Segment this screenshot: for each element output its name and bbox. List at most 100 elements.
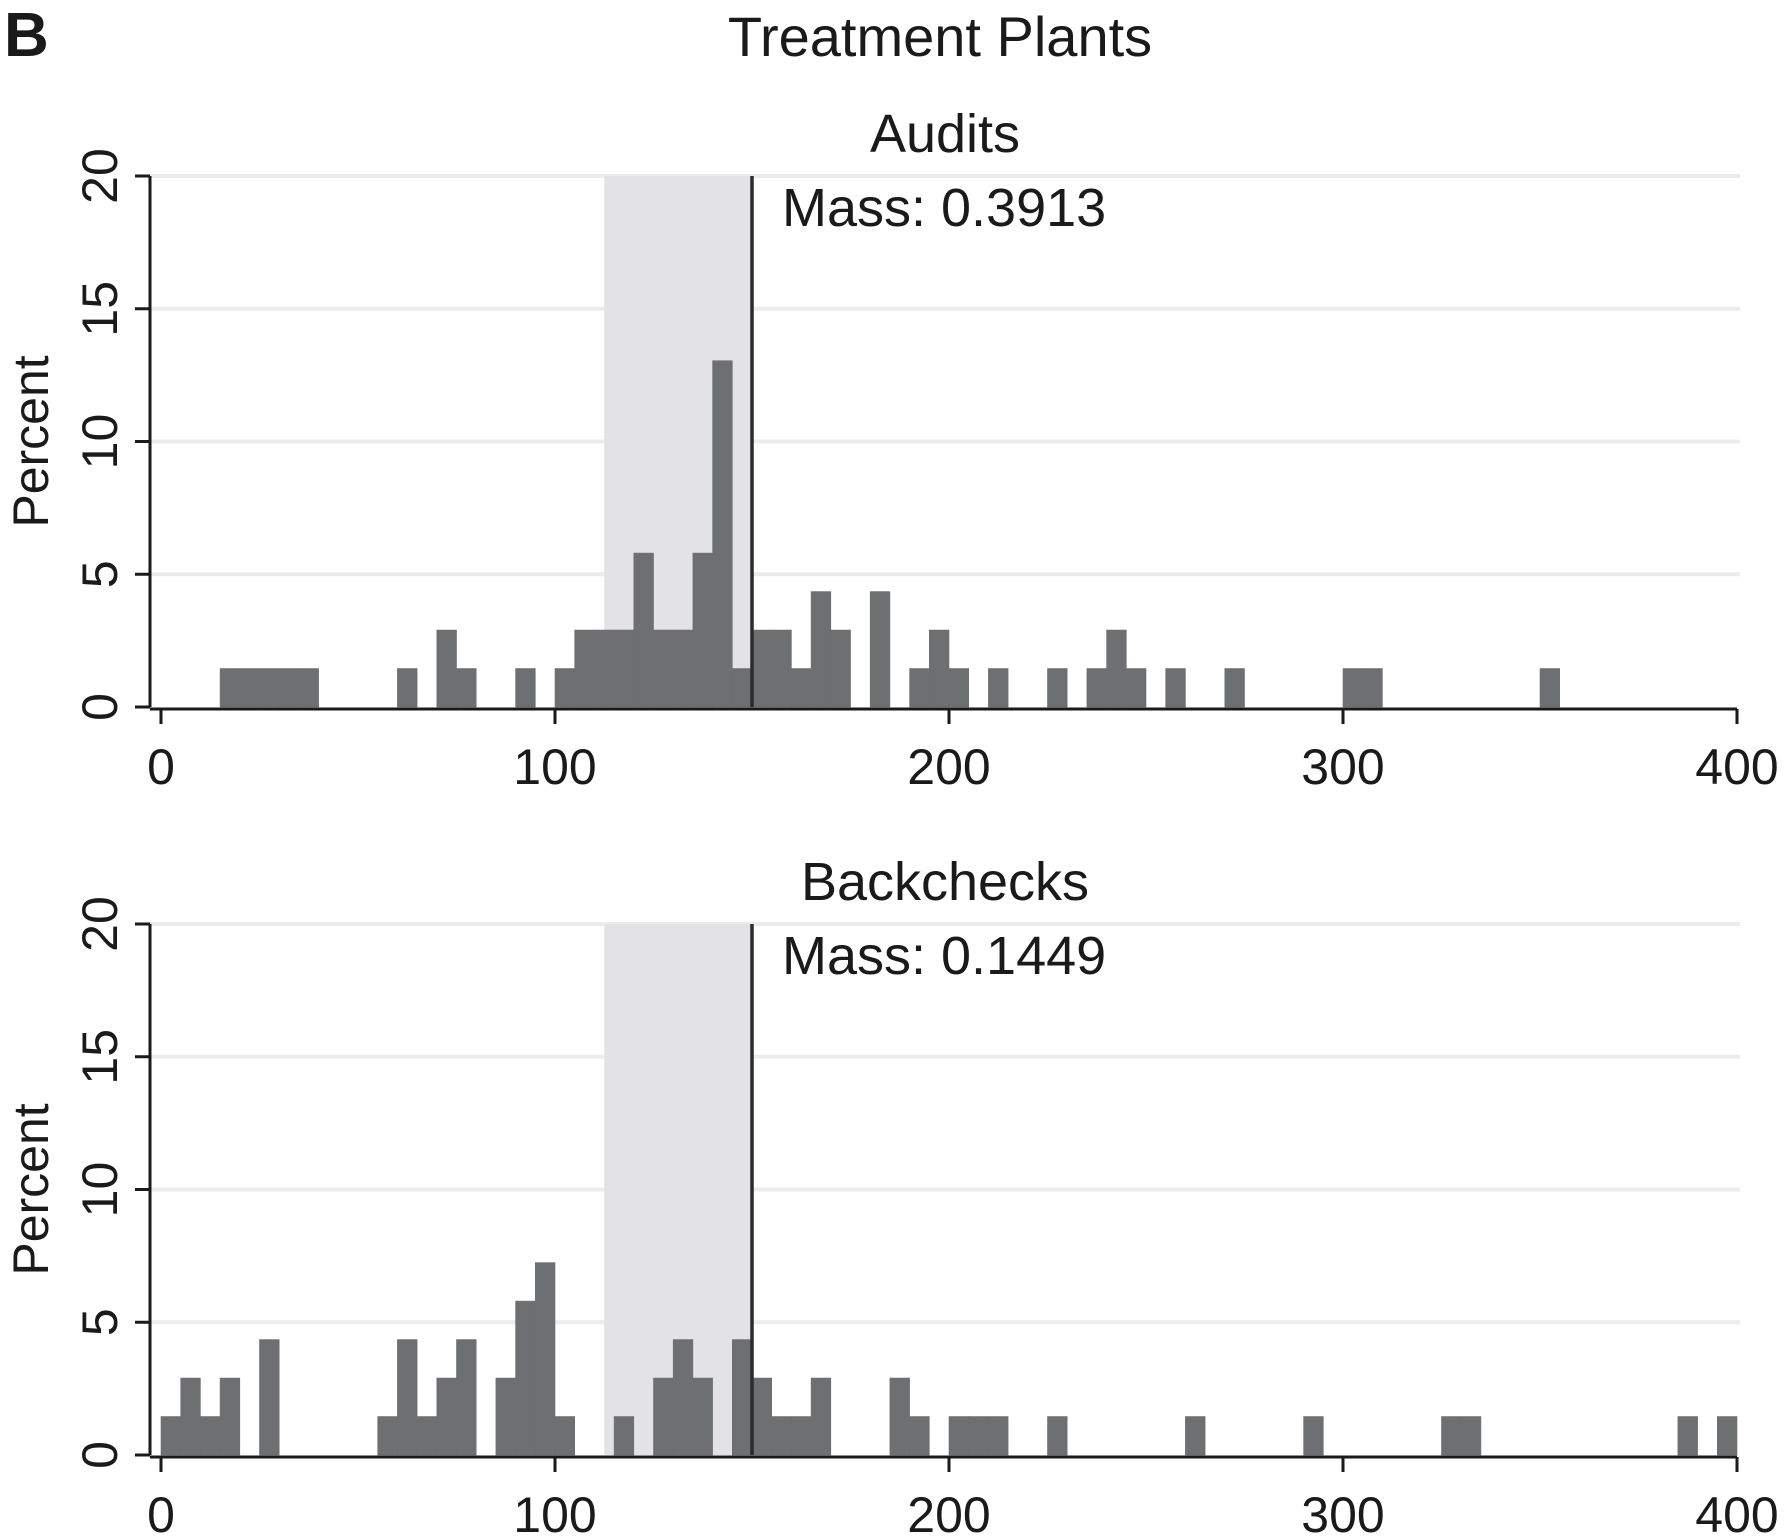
histogram-bar — [791, 668, 812, 708]
histogram-bar — [1303, 1416, 1324, 1456]
panel-title: Audits — [870, 104, 1020, 164]
histogram-bar — [259, 668, 280, 708]
histogram-bar — [869, 591, 891, 708]
histogram-bar — [515, 1300, 536, 1456]
histogram-bar — [1717, 1416, 1738, 1456]
histogram-bar — [436, 629, 457, 708]
histogram-bar — [200, 1416, 221, 1456]
mass-annotation: Mass: 0.3913 — [782, 178, 1106, 238]
histogram-bar — [397, 1339, 418, 1456]
histogram-bar — [1342, 668, 1364, 708]
histogram-bar — [692, 552, 713, 708]
histogram-bar — [1086, 668, 1107, 708]
histogram-bar — [416, 1416, 438, 1456]
histogram-bar — [712, 360, 733, 708]
histogram-bar — [830, 629, 851, 708]
y-axis-label: Percent — [3, 355, 59, 527]
histogram-bar — [988, 668, 1009, 708]
x-tick-label: 400 — [1695, 1487, 1778, 1540]
histogram-bar — [810, 591, 832, 708]
histogram-bar — [1106, 629, 1127, 708]
histogram-bar — [1677, 1416, 1698, 1456]
histogram-bar — [751, 1377, 773, 1456]
histogram-bar — [948, 1416, 970, 1456]
x-tick-label: 300 — [1301, 1487, 1384, 1540]
histogram-bar — [1224, 668, 1245, 708]
histogram-bar — [515, 668, 536, 708]
histogram-bar — [554, 1416, 576, 1456]
x-tick-label: 100 — [513, 739, 596, 795]
y-tick-label: 10 — [72, 1162, 128, 1218]
histogram-bar — [1441, 1416, 1462, 1456]
panel-letter: B — [4, 1, 49, 70]
histogram-bar — [495, 1377, 516, 1456]
histogram-bar — [948, 668, 970, 708]
histogram-bar — [298, 668, 319, 708]
x-tick-label: 0 — [147, 739, 175, 795]
x-tick-label: 400 — [1695, 739, 1778, 795]
figure-title: Treatment Plants — [727, 5, 1153, 68]
histogram-bar — [554, 668, 576, 708]
histogram-bar — [731, 1339, 753, 1456]
histogram-bar — [1362, 668, 1383, 708]
histogram-bar — [436, 1377, 457, 1456]
histogram-bar — [613, 629, 635, 708]
histogram-bar — [219, 1377, 241, 1456]
histogram-bar — [889, 1377, 910, 1456]
histogram-bar — [259, 1339, 280, 1456]
y-tick-label: 15 — [72, 281, 128, 337]
y-tick-label: 15 — [72, 1029, 128, 1085]
histogram-bar — [1047, 1416, 1068, 1456]
histogram-bar — [160, 1416, 182, 1456]
x-tick-label: 0 — [147, 1487, 175, 1540]
panel-title: Backchecks — [801, 852, 1089, 912]
histogram-bar — [278, 668, 300, 708]
x-tick-label: 200 — [907, 739, 990, 795]
histogram-bar — [456, 668, 477, 708]
x-tick-label: 100 — [513, 1487, 596, 1540]
histogram-bar — [1460, 1416, 1482, 1456]
histogram-bar — [909, 1416, 930, 1456]
histogram-bar — [731, 668, 753, 708]
histogram-bar — [751, 629, 773, 708]
histogram-bar — [771, 1416, 792, 1456]
histogram-bar — [613, 1416, 635, 1456]
histogram-bar — [1185, 1416, 1206, 1456]
histogram-bar — [534, 1262, 556, 1456]
y-tick-label: 20 — [72, 148, 128, 204]
y-tick-label: 0 — [72, 1441, 128, 1469]
histogram-bar — [928, 629, 950, 708]
histogram-bar — [771, 629, 792, 708]
histogram-bar — [791, 1416, 812, 1456]
x-tick-label: 200 — [907, 1487, 990, 1540]
histogram-bar — [633, 552, 654, 708]
histogram-bar — [672, 1339, 694, 1456]
histogram-bar — [377, 1416, 398, 1456]
histogram-bar — [397, 668, 418, 708]
mass-annotation: Mass: 0.1449 — [782, 926, 1106, 986]
histogram-bar — [692, 1377, 713, 1456]
histogram-bar — [1047, 668, 1068, 708]
histogram-bar — [653, 1377, 674, 1456]
histogram-bar — [594, 629, 615, 708]
y-tick-label: 5 — [72, 560, 128, 588]
histogram-bar — [653, 629, 674, 708]
histogram-bar — [219, 668, 241, 708]
histogram-bar — [1165, 668, 1186, 708]
histogram-bar — [1539, 668, 1561, 708]
histogram-bar — [810, 1377, 832, 1456]
y-axis-label: Percent — [3, 1103, 59, 1275]
y-tick-label: 5 — [72, 1308, 128, 1336]
histogram-bar — [672, 629, 694, 708]
histogram-bar — [909, 668, 930, 708]
histogram-bar — [239, 668, 260, 708]
x-tick-label: 300 — [1301, 739, 1384, 795]
y-tick-label: 0 — [72, 693, 128, 721]
histogram-bar — [988, 1416, 1009, 1456]
histogram-bar — [968, 1416, 989, 1456]
histogram-bar — [574, 629, 595, 708]
histogram-bar — [180, 1377, 201, 1456]
